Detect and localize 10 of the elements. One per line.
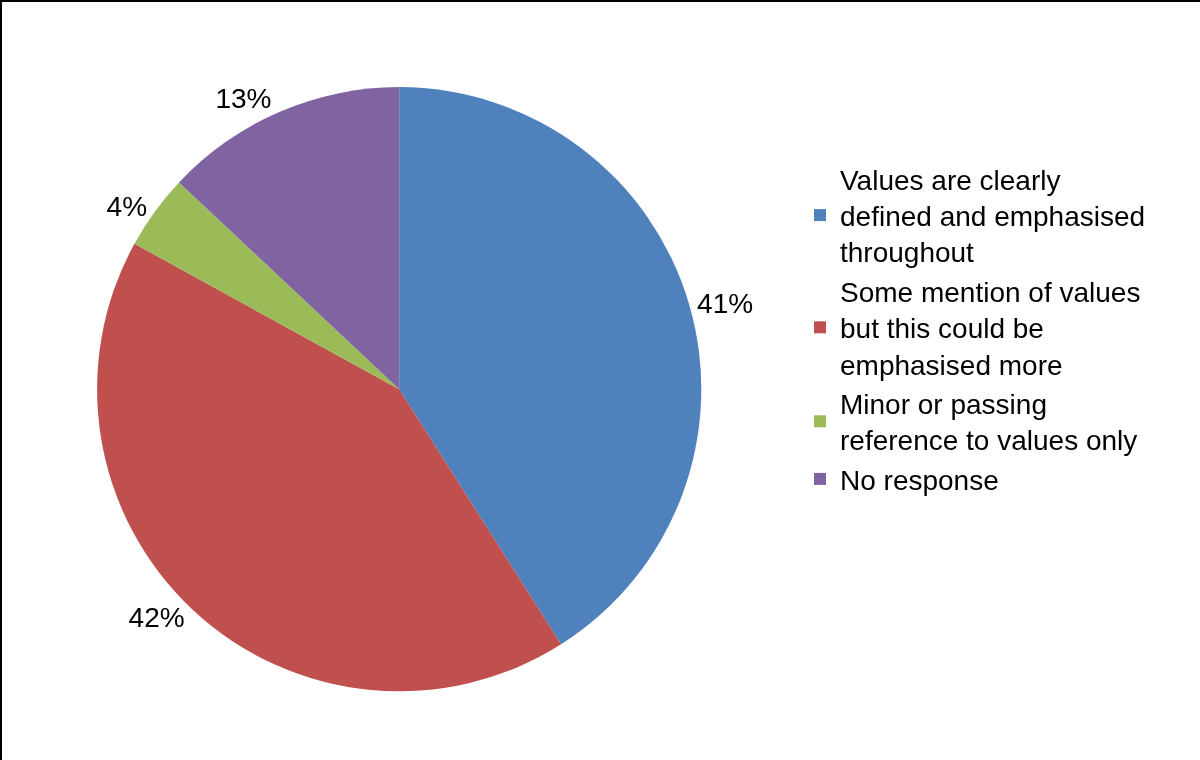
pie-slice [178, 87, 400, 390]
data-label: 42% [128, 602, 185, 634]
legend-label: Some mention of values but this could be emphasised more [840, 276, 1141, 381]
data-label: 41% [697, 288, 754, 320]
legend-label: Minor or passing reference to values only [840, 389, 1138, 457]
legend-label: Values are clearly defined and emphasised throughout [840, 164, 1146, 269]
data-label: 13% [215, 83, 272, 115]
data-label: 4% [106, 190, 148, 222]
pie-slice [97, 243, 562, 691]
legend-label: No response [840, 464, 999, 496]
